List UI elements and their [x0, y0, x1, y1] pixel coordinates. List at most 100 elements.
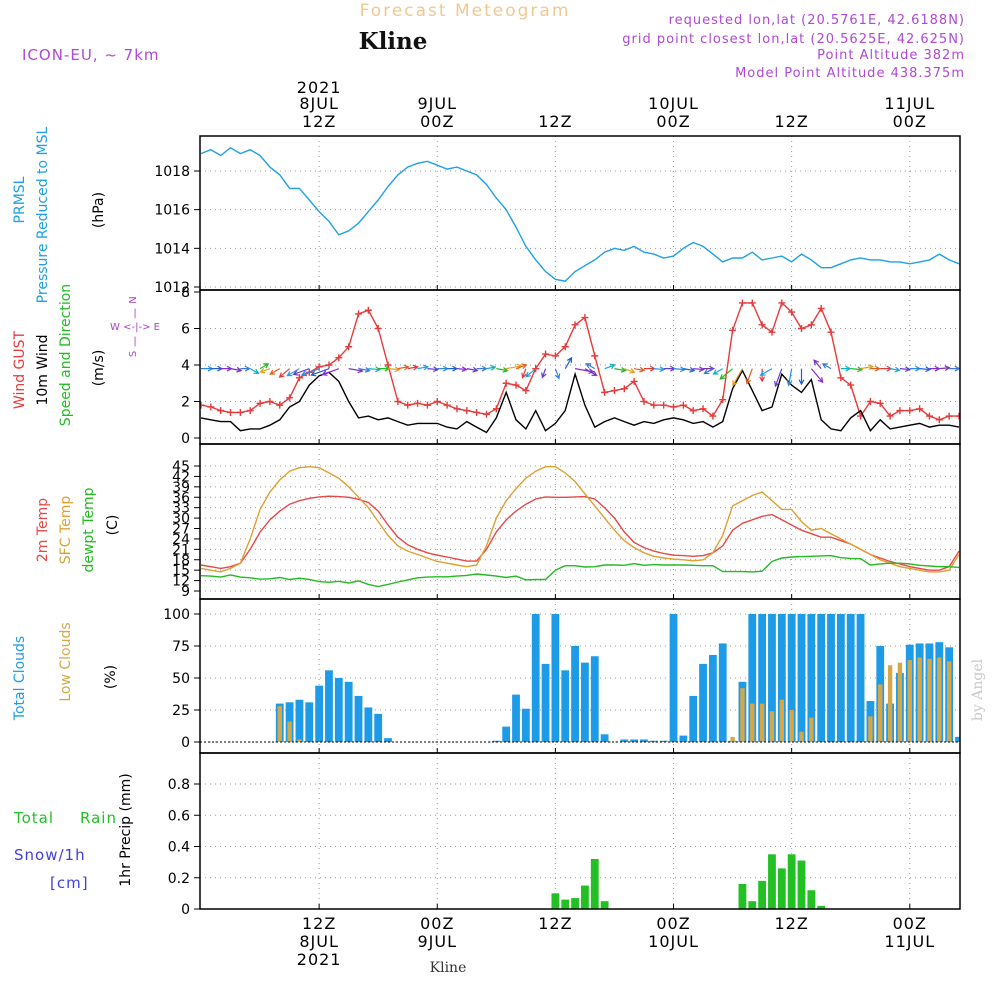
wind-direction-arrow: [719, 368, 733, 380]
gust-marker: [482, 410, 490, 418]
gust-marker: [729, 326, 737, 334]
pressure-ylabel: (hPa): [91, 192, 107, 228]
bar-total-rain: [817, 905, 826, 909]
panel-4: 0 25 50 75 100: [163, 598, 961, 754]
bar-total-clouds: [758, 614, 767, 742]
wind-direction-arrow: [929, 365, 941, 372]
compass-line: |: [133, 308, 136, 319]
top-hour: 12Z: [302, 112, 336, 131]
top-year: 2021: [297, 78, 342, 97]
y-tick-label: 33: [172, 501, 190, 517]
compass-line: |: [133, 336, 136, 347]
wind-direction-arrow: [880, 365, 893, 372]
bottom-hour: 00Z: [656, 914, 690, 933]
temp-ylabel: (C): [105, 515, 121, 536]
gust-marker: [738, 299, 746, 307]
bottom-day: 11JUL: [884, 932, 935, 951]
bar-total-clouds: [344, 681, 353, 742]
bar-low-clouds: [789, 710, 794, 742]
gust-marker: [709, 412, 717, 420]
wind-direction-arrow: [564, 356, 573, 369]
gust-marker: [364, 306, 372, 314]
wind-direction-arrow: [300, 368, 320, 377]
gust-marker: [571, 321, 579, 329]
bar-total-clouds: [384, 738, 392, 742]
bar-total-clouds: [512, 694, 520, 742]
bar-total-rain: [777, 868, 786, 909]
bar-low-clouds: [297, 739, 302, 742]
y-tick-label: 0: [181, 902, 190, 918]
y-tick-label: 9: [181, 584, 190, 600]
wind-direction-arrow: [397, 364, 410, 371]
gust-marker: [246, 407, 254, 415]
gust-marker: [886, 412, 894, 420]
wind-direction-arrow: [387, 366, 401, 373]
gust-marker: [325, 361, 333, 369]
wind-direction-arrow: [673, 366, 687, 373]
gust-marker: [748, 299, 756, 307]
wind-direction-arrow: [693, 366, 705, 373]
bar-low-clouds: [750, 703, 755, 742]
wind-direction-arrow: [427, 366, 440, 373]
compass-north: N: [128, 296, 139, 303]
bottom-day: 10JUL: [648, 932, 699, 951]
y-tick-label: 18: [172, 553, 190, 569]
top-hour: 12Z: [538, 112, 572, 131]
wind-direction-arrow: [860, 364, 875, 371]
bar-total-rain: [758, 880, 767, 909]
wind-direction-arrow: [210, 365, 224, 372]
wind-direction-arrow: [358, 367, 371, 373]
wind-direction-arrow: [249, 368, 260, 375]
gust-marker: [620, 385, 628, 393]
bar-low-clouds: [927, 658, 932, 742]
bar-total-rain: [561, 899, 570, 909]
dew-title: dewpt Temp: [81, 487, 97, 572]
top-day: 8JUL: [299, 94, 339, 113]
bar-low-clouds: [897, 662, 903, 742]
wind-direction-arrow: [230, 366, 243, 373]
bottom-hour: 00Z: [420, 914, 454, 933]
wind-direction-arrow: [798, 368, 805, 386]
watermark: by Angel: [970, 658, 986, 721]
bar-low-clouds: [759, 703, 765, 742]
bar-total-clouds: [659, 740, 668, 742]
wind-direction-arrow: [614, 367, 627, 373]
point-altitude: Point Altitude 382m: [817, 48, 965, 63]
panel-5: 0 0.2 0.4 0.6 0.8: [168, 752, 961, 918]
gust-marker: [788, 308, 796, 316]
gust-marker: [650, 401, 658, 409]
bar-total-clouds: [787, 614, 796, 742]
panels: 1012101410161018024689121518212427303336…: [12, 126, 961, 918]
bar-low-clouds: [287, 721, 292, 742]
series-2m-temp: [200, 495, 960, 571]
wind-direction-arrow: [949, 365, 960, 372]
bar-low-clouds: [779, 699, 784, 742]
bar-total-clouds: [768, 614, 776, 742]
wind-direction-arrow: [466, 366, 479, 373]
gust-marker: [433, 398, 441, 405]
top-hour: 00Z: [656, 112, 690, 131]
bar-total-clouds: [679, 735, 688, 742]
panel-2: 0 2 4 6 8: [181, 285, 961, 447]
bar-low-clouds: [277, 706, 282, 742]
wind-direction-arrow: [850, 366, 864, 373]
bar-total-rain: [748, 901, 757, 909]
bar-total-clouds: [561, 670, 570, 742]
bar-total-clouds: [708, 654, 717, 742]
bar-total-rain: [590, 859, 599, 909]
top-hour: 00Z: [420, 112, 454, 131]
gust-marker: [660, 401, 668, 409]
bar-total-clouds: [531, 614, 540, 742]
bar-total-clouds: [620, 739, 629, 742]
gust-marker: [866, 398, 874, 405]
wind-direction-arrow: [201, 365, 214, 372]
gust-marker: [896, 407, 904, 415]
top-day: 10JUL: [648, 94, 699, 113]
model-altitude: Model Point Altitude 438.375m: [735, 66, 965, 81]
y-tick-label: 8: [181, 285, 190, 301]
bar-total-clouds: [955, 736, 960, 742]
wind-direction-arrow: [919, 366, 932, 373]
